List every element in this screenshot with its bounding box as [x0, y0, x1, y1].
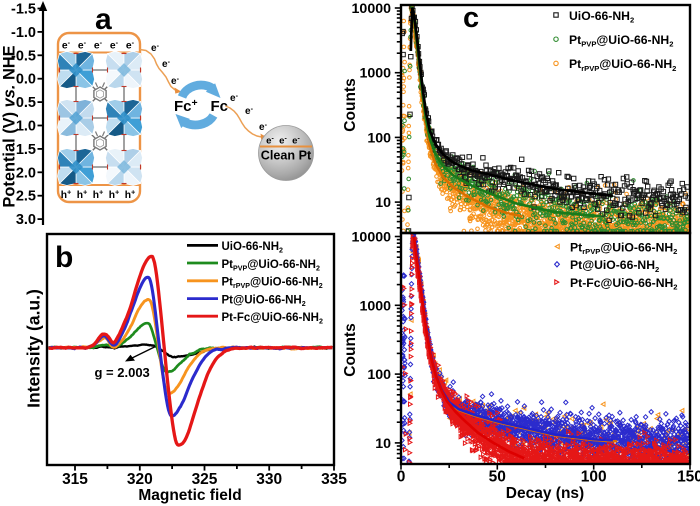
- svg-text:1.5: 1.5: [16, 142, 36, 158]
- svg-text:1000: 1000: [359, 298, 391, 314]
- svg-text:Pt@UiO-66-NH2: Pt@UiO-66-NH2: [570, 258, 659, 274]
- svg-text:100: 100: [581, 469, 607, 486]
- svg-text:Fc: Fc: [211, 98, 229, 115]
- svg-text:b: b: [55, 241, 73, 274]
- svg-text:Pt@UiO-66-NH2: Pt@UiO-66-NH2: [222, 294, 306, 308]
- svg-text:10000: 10000: [352, 1, 392, 17]
- svg-text:Pt-Fc@UiO-66-NH2: Pt-Fc@UiO-66-NH2: [222, 312, 323, 326]
- svg-text:Clean Pt: Clean Pt: [261, 149, 312, 163]
- svg-text:Magnetic field: Magnetic field: [138, 487, 241, 504]
- svg-text:e-: e-: [126, 38, 135, 51]
- svg-text:e-: e-: [94, 38, 103, 51]
- svg-text:e-: e-: [266, 135, 274, 146]
- svg-text:h+: h+: [109, 188, 120, 201]
- svg-text:0.0: 0.0: [16, 72, 36, 88]
- svg-text:1000: 1000: [359, 66, 391, 82]
- svg-text:e-: e-: [62, 38, 71, 51]
- svg-text:150: 150: [677, 469, 700, 486]
- svg-text:Counts: Counts: [342, 78, 359, 131]
- svg-text:-1.5: -1.5: [11, 2, 36, 18]
- svg-text:325: 325: [192, 471, 218, 488]
- svg-text:a: a: [95, 3, 112, 36]
- svg-text:100: 100: [367, 130, 391, 146]
- svg-text:2.5: 2.5: [16, 189, 36, 205]
- svg-text:h+: h+: [125, 188, 136, 201]
- svg-text:e-: e-: [292, 135, 300, 146]
- svg-text:2.0: 2.0: [16, 165, 36, 181]
- svg-text:Pt-Fc@UiO-66-NH2: Pt-Fc@UiO-66-NH2: [570, 276, 678, 292]
- svg-text:e-: e-: [110, 38, 119, 51]
- svg-text:c: c: [463, 2, 479, 34]
- svg-text:3.0: 3.0: [16, 212, 36, 228]
- svg-text:10: 10: [375, 436, 391, 452]
- svg-text:UiO-66-NH2: UiO-66-NH2: [222, 241, 284, 255]
- svg-text:e-: e-: [171, 74, 180, 87]
- svg-text:10000: 10000: [352, 230, 392, 246]
- svg-text:330: 330: [256, 471, 282, 488]
- svg-text:335: 335: [321, 471, 347, 488]
- svg-text:e-: e-: [245, 104, 254, 117]
- svg-text:e-: e-: [151, 41, 160, 54]
- svg-text:e-: e-: [259, 120, 268, 133]
- svg-text:100: 100: [367, 367, 391, 383]
- svg-text:g = 2.003: g = 2.003: [95, 365, 150, 380]
- svg-text:e-: e-: [78, 38, 87, 51]
- svg-text:UiO-66-NH2: UiO-66-NH2: [569, 9, 634, 25]
- svg-text:h+: h+: [93, 188, 104, 201]
- svg-text:320: 320: [127, 471, 153, 488]
- svg-text:Potential (V) vs. NHE: Potential (V) vs. NHE: [1, 45, 19, 207]
- svg-text:h+: h+: [61, 188, 72, 201]
- svg-text:0: 0: [397, 469, 406, 486]
- svg-text:-0.5: -0.5: [11, 48, 36, 64]
- svg-text:Decay (ns): Decay (ns): [506, 485, 584, 502]
- svg-text:-1.0: -1.0: [11, 25, 36, 41]
- svg-text:e-: e-: [279, 135, 287, 146]
- svg-text:315: 315: [62, 471, 88, 488]
- svg-text:10: 10: [375, 195, 391, 211]
- svg-text:e-: e-: [162, 57, 171, 70]
- svg-text:Counts: Counts: [342, 323, 359, 376]
- svg-text:e-: e-: [230, 91, 239, 104]
- svg-text:h+: h+: [77, 188, 88, 201]
- svg-text:Intensity (a.u.): Intensity (a.u.): [24, 289, 44, 408]
- svg-text:0.5: 0.5: [16, 95, 36, 111]
- svg-text:1.0: 1.0: [16, 119, 36, 135]
- svg-text:50: 50: [489, 469, 506, 486]
